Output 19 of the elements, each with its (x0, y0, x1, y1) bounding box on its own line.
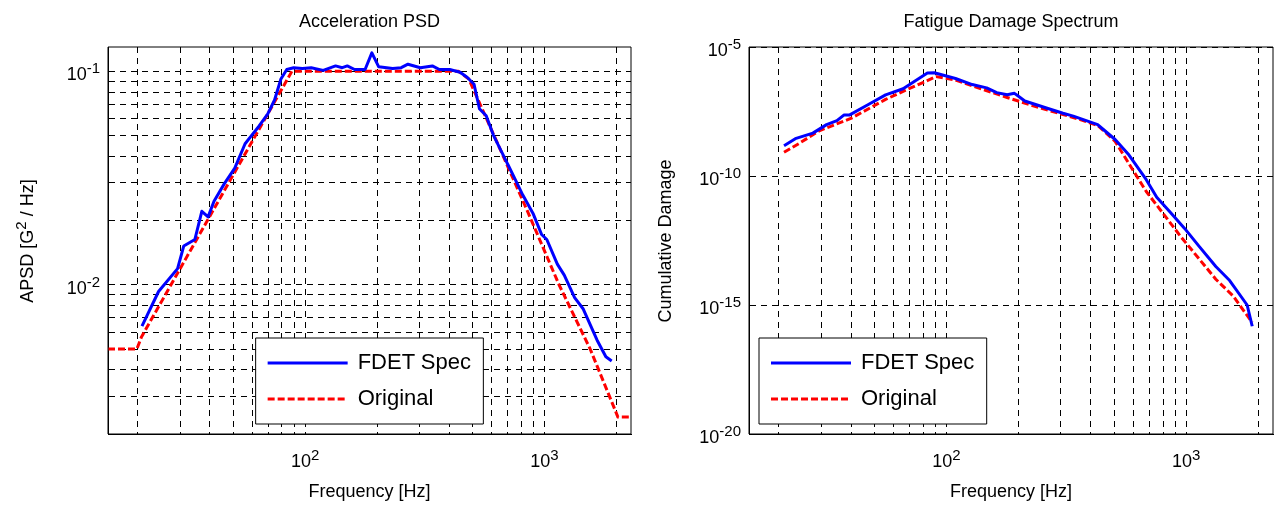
x-tick-label: 10$^{3}$ (1172, 445, 1201, 472)
legend-label: Original (357, 385, 434, 411)
legend-label: FDET Spec (861, 349, 975, 375)
chart-title: Fatigue Damage Spectrum (902, 10, 1120, 32)
y-tick-label: 10$^{-10}$ (699, 163, 741, 190)
legend-label: Original (861, 385, 937, 411)
chart-title: Acceleration PSD (297, 10, 442, 32)
y-tick-label: 10$^{-15}$ (699, 292, 741, 319)
legend-label: FDET Spec (357, 349, 471, 375)
x-tick-label: 10$^{2}$ (932, 445, 961, 472)
y-tick-label: 10$^{-2}$ (66, 271, 100, 299)
x-axis-title: Frequency [Hz] (948, 480, 1073, 502)
x-axis-title: Frequency [Hz] (307, 480, 432, 502)
y-axis-title: Cumulative Damage (654, 158, 676, 323)
y-tick-label: 10$^{-20}$ (699, 421, 741, 448)
x-tick-label: 10$^{3}$ (530, 445, 559, 472)
x-tick-label: 10$^{2}$ (290, 445, 320, 472)
y-tick-label: 10$^{-5}$ (707, 34, 741, 61)
y-tick-label: 10$^{-1}$ (66, 58, 100, 86)
